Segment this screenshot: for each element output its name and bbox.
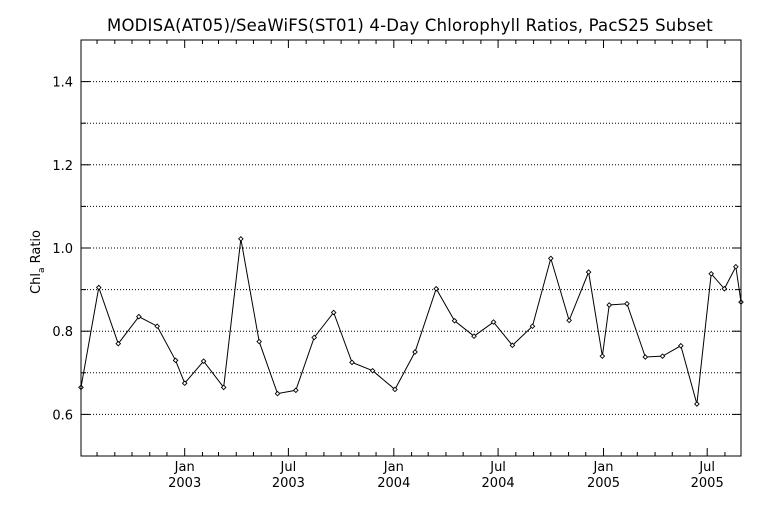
x-tick-month: Jan (592, 460, 613, 475)
x-tick-year: 2003 (168, 476, 201, 491)
data-point (412, 349, 418, 355)
data-point (733, 263, 739, 270)
data-point (349, 359, 355, 366)
x-tick-labels: Jan2003Jul2003Jan2004Jul2004Jan2005Jul20… (168, 460, 724, 491)
data-point (708, 270, 715, 277)
data-point (200, 358, 207, 364)
data-point (642, 354, 649, 360)
data-point (451, 317, 458, 324)
x-tick-month: Jul (280, 460, 297, 475)
data-point (624, 300, 630, 307)
y-tick-labels: 0.6 0.8 1.0 1.2 1.4 (52, 76, 73, 424)
y-tick-label: 1.0 (52, 242, 73, 257)
data-point (154, 323, 161, 330)
y-axis-label-tail: Ratio (29, 230, 44, 268)
x-tick-month: Jan (383, 460, 404, 475)
x-tick-month: Jul (489, 460, 506, 475)
y-tick-label: 0.6 (52, 408, 73, 423)
data-point (678, 342, 684, 349)
data-point (238, 236, 244, 242)
x-tick-year: 2004 (377, 476, 410, 491)
data-point (115, 340, 122, 347)
data-point (293, 387, 299, 394)
data-point (721, 285, 728, 292)
data-point (599, 353, 606, 359)
data-point (181, 380, 188, 387)
data-point (392, 386, 398, 393)
x-tick-year: 2004 (482, 476, 515, 491)
x-tick-year: 2005 (691, 476, 724, 491)
y-axis-label-subscript: a (37, 268, 47, 274)
data-point (311, 334, 318, 341)
data-point (136, 313, 142, 320)
y-tick-label: 1.4 (52, 76, 73, 91)
data-point (694, 401, 700, 407)
data-point (566, 317, 572, 324)
x-tick-month: Jul (698, 460, 715, 475)
data-point (369, 367, 376, 374)
data-point (220, 384, 227, 391)
data-point (490, 319, 497, 325)
grid-lines (81, 81, 741, 415)
series-line (80, 238, 742, 405)
data-point (256, 338, 263, 345)
x-tick-year: 2003 (272, 476, 305, 491)
x-tick-month: Jan (174, 460, 195, 475)
data-point (529, 323, 536, 330)
y-axis-label: Chla Ratio (29, 230, 47, 294)
data-series (78, 236, 744, 407)
data-point (274, 390, 281, 397)
data-point (509, 342, 516, 349)
data-point (659, 353, 666, 359)
data-point (547, 255, 554, 262)
plot-frame (80, 39, 742, 457)
y-axis-label-main: Chl (29, 273, 44, 294)
data-point (606, 302, 613, 308)
x-tick-year: 2005 (587, 476, 620, 491)
data-point (330, 309, 337, 316)
axis-ticks (81, 40, 741, 456)
data-point (95, 284, 102, 291)
y-tick-label: 0.8 (52, 325, 73, 340)
chart-title: MODISA(AT05)/SeaWiFS(ST01) 4-Day Chlorop… (107, 16, 713, 35)
data-point (585, 269, 592, 275)
data-point (172, 357, 179, 364)
y-tick-label: 1.2 (52, 159, 73, 174)
data-point (471, 333, 477, 340)
data-point (433, 285, 440, 292)
